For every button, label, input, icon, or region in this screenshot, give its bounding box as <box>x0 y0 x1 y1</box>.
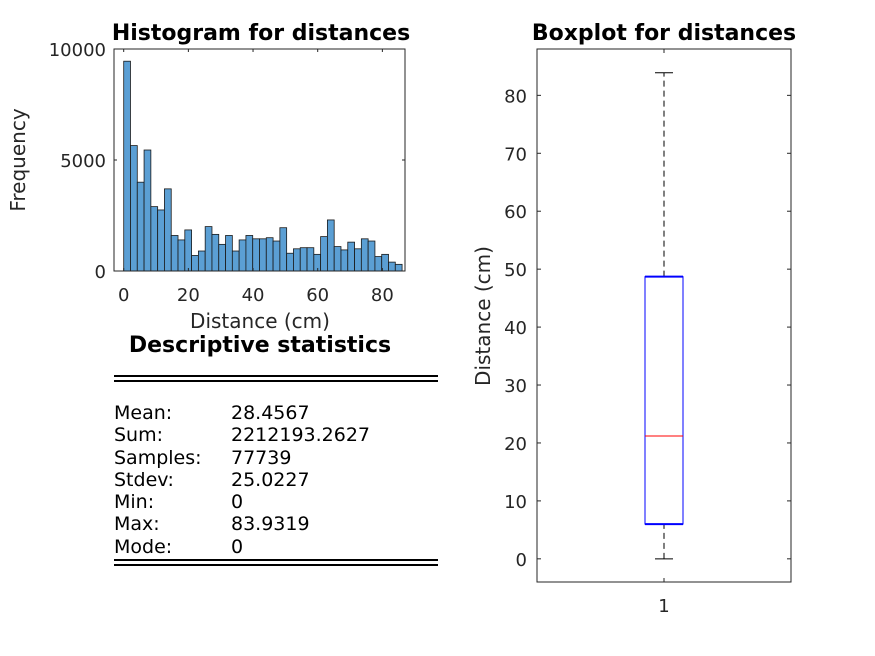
stats-row-label: Min: <box>114 491 155 514</box>
histogram-bar <box>265 237 274 272</box>
histogram-bar <box>299 247 308 272</box>
histogram-x-tick-label: 40 <box>242 285 265 306</box>
histogram-bars <box>123 60 403 272</box>
histogram-y-tick-label: 10000 <box>49 40 106 61</box>
histogram-bar <box>143 149 152 272</box>
histogram-bar <box>136 181 145 272</box>
histogram-y-tick-label: 5000 <box>60 151 106 172</box>
histogram-bar <box>360 238 369 272</box>
boxplot-y-axis-label: Distance (cm) <box>471 246 495 386</box>
boxplot-y-tick-label: 80 <box>504 86 527 107</box>
histogram-x-tick-label: 80 <box>371 285 394 306</box>
stats-title: Descriptive statistics <box>129 333 391 358</box>
histogram-bar <box>394 263 403 272</box>
histogram-bar <box>123 60 131 272</box>
stats-row: Stdev: 25.0227 <box>114 469 438 491</box>
stats-row-value: 25.0227 <box>231 468 310 491</box>
boxplot-x-ticks: 1 <box>658 49 670 617</box>
histogram-bar <box>231 250 240 272</box>
histogram-x-tick-label: 60 <box>306 285 329 306</box>
histogram-bar <box>191 255 199 272</box>
histogram-bar <box>218 243 226 272</box>
stats-row-label: Stdev: <box>114 468 174 491</box>
stats-row: Samples: 77739 <box>114 447 438 469</box>
histogram-bar <box>252 238 260 272</box>
histogram-bar <box>238 239 247 272</box>
stats-row-value: 0 <box>231 491 244 514</box>
stats-row-value: 2212193.2627 <box>231 424 371 447</box>
boxplot-marks <box>644 72 684 560</box>
histogram-bar <box>259 238 267 272</box>
histogram-x-tick-label: 20 <box>177 285 200 306</box>
histogram-bar <box>157 209 165 272</box>
histogram-x-tick-label: 0 <box>118 285 129 306</box>
histogram-bar <box>326 219 335 272</box>
stats-row: Sum: 2212193.2627 <box>114 424 438 446</box>
histogram-bar <box>164 188 172 272</box>
histogram-bar <box>211 233 220 272</box>
boxplot-y-tick-label: 0 <box>516 550 527 571</box>
histogram-y-axis-label: Frequency <box>6 108 30 211</box>
histogram-bar <box>130 145 138 272</box>
stats-row: Min: 0 <box>114 491 438 513</box>
boxplot-box <box>644 276 684 525</box>
histogram-bar <box>320 236 328 272</box>
histogram-bar <box>177 239 186 272</box>
histogram-bar <box>293 248 301 272</box>
histogram-bar <box>340 249 349 272</box>
stats-rows: Mean: 28.4567 Sum: 2212193.2627 Samples: 7773… <box>114 382 438 559</box>
stats-panel: Mean: 28.4567 Sum: 2212193.2627 Samples: 7773… <box>114 375 438 567</box>
stats-row-label: Mode: <box>114 535 173 558</box>
stats-row-label: Max: <box>114 513 160 536</box>
histogram-x-ticks: 0 20 40 60 80 <box>118 49 394 306</box>
stats-row-label: Samples: <box>114 446 202 469</box>
histogram-bar <box>170 235 179 272</box>
histogram-bar <box>279 227 288 272</box>
histogram-title: Histogram for distances <box>112 21 410 46</box>
boxplot-y-tick-label: 50 <box>504 260 527 281</box>
boxplot-title: Boxplot for distances <box>532 21 796 46</box>
stats-row-value: 83.9319 <box>231 513 310 536</box>
histogram-bar <box>374 256 383 272</box>
stats-row: Mean: 28.4567 <box>114 402 438 424</box>
boxplot-y-tick-label: 60 <box>504 202 527 223</box>
histogram-bar <box>388 261 396 272</box>
boxplot-x-tick-label: 1 <box>658 596 669 617</box>
histogram-bar <box>333 246 342 272</box>
stats-bottom-rule <box>114 559 438 567</box>
stats-top-rule <box>114 375 438 382</box>
boxplot-y-ticks: 0 10 20 30 40 50 60 70 80 <box>504 86 791 571</box>
boxplot-y-tick-label: 10 <box>504 492 527 513</box>
boxplot-y-tick-label: 30 <box>504 376 527 397</box>
boxplot-y-tick-label: 40 <box>504 318 527 339</box>
stats-row-value: 28.4567 <box>231 402 310 424</box>
histogram-bar <box>197 250 206 272</box>
stats-row-value: 0 <box>231 535 244 558</box>
histogram-bar <box>150 206 159 272</box>
histogram-bar <box>347 241 355 272</box>
histogram-bar <box>367 240 376 272</box>
histogram-y-ticks: 0 5000 10000 <box>49 40 405 283</box>
histogram-bar <box>286 252 294 272</box>
histogram-bar <box>306 247 315 272</box>
stats-row-label: Mean: <box>114 402 173 424</box>
histogram-bar <box>245 235 254 272</box>
boxplot-y-tick-label: 70 <box>504 144 527 165</box>
stats-row-value: 77739 <box>231 446 292 469</box>
stats-row-label: Sum: <box>114 424 164 447</box>
stats-row: Max: 83.9319 <box>114 513 438 535</box>
histogram-y-tick-label: 0 <box>95 262 106 283</box>
histogram-bar <box>184 229 192 272</box>
boxplot-y-tick-label: 20 <box>504 434 527 455</box>
boxplot-axes-box <box>536 48 792 583</box>
histogram-bar <box>225 235 233 272</box>
histogram-bar <box>354 248 362 272</box>
histogram-bar <box>204 226 213 272</box>
histogram-x-axis-label: Distance (cm) <box>190 309 330 333</box>
histogram-bar <box>272 240 281 272</box>
stats-row: Mode: 0 <box>114 536 438 558</box>
